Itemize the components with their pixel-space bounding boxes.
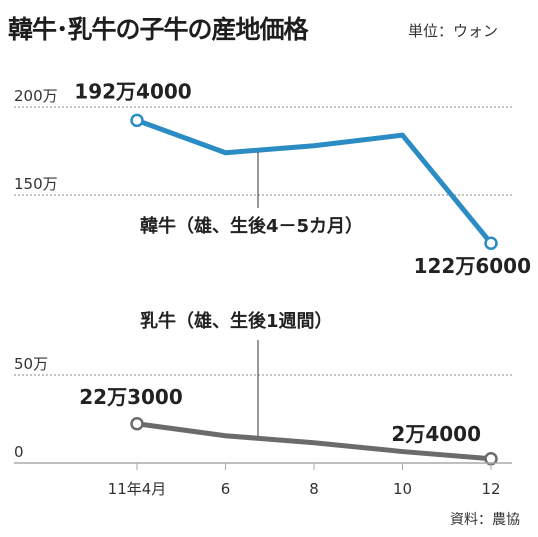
x-tick-label-1: 6	[221, 480, 231, 498]
x-tick-label-3: 10	[393, 480, 412, 498]
series-line-hanwoo	[134, 117, 494, 246]
unit-label: 単位：ウォン	[408, 22, 499, 40]
x-tick-label-2: 8	[309, 480, 319, 498]
y-tick-label-hanwoo-1: 150万	[14, 175, 58, 193]
point-marker-hanwoo-4	[484, 236, 498, 250]
y-tick-label-dairy-1: 0	[14, 443, 24, 461]
source-label: 資料：農協	[450, 512, 520, 528]
y-tick-label-dairy-0: 50万	[14, 355, 48, 373]
series-name-dairy: 乳牛（雄、生後1週間）	[140, 310, 333, 332]
data-label-start-dairy: 22万3000	[79, 385, 183, 409]
series-name-hanwoo: 韓牛（雄、生後4－5カ月）	[140, 215, 363, 237]
data-label-end-dairy: 2万4000	[391, 422, 481, 446]
series-line-dairy	[134, 421, 494, 462]
data-label-end-hanwoo: 122万6000	[414, 254, 531, 278]
y-tick-label-hanwoo-0: 200万	[14, 87, 58, 105]
x-tick-label-0: 11年4月	[108, 480, 167, 498]
point-marker-dairy-0	[130, 417, 144, 431]
x-tick-label-4: 12	[481, 480, 500, 498]
chart-title: 韓牛･乳牛の子牛の産地価格	[8, 15, 309, 44]
point-marker-hanwoo-0	[130, 113, 144, 128]
data-label-start-hanwoo: 192万4000	[74, 79, 191, 103]
